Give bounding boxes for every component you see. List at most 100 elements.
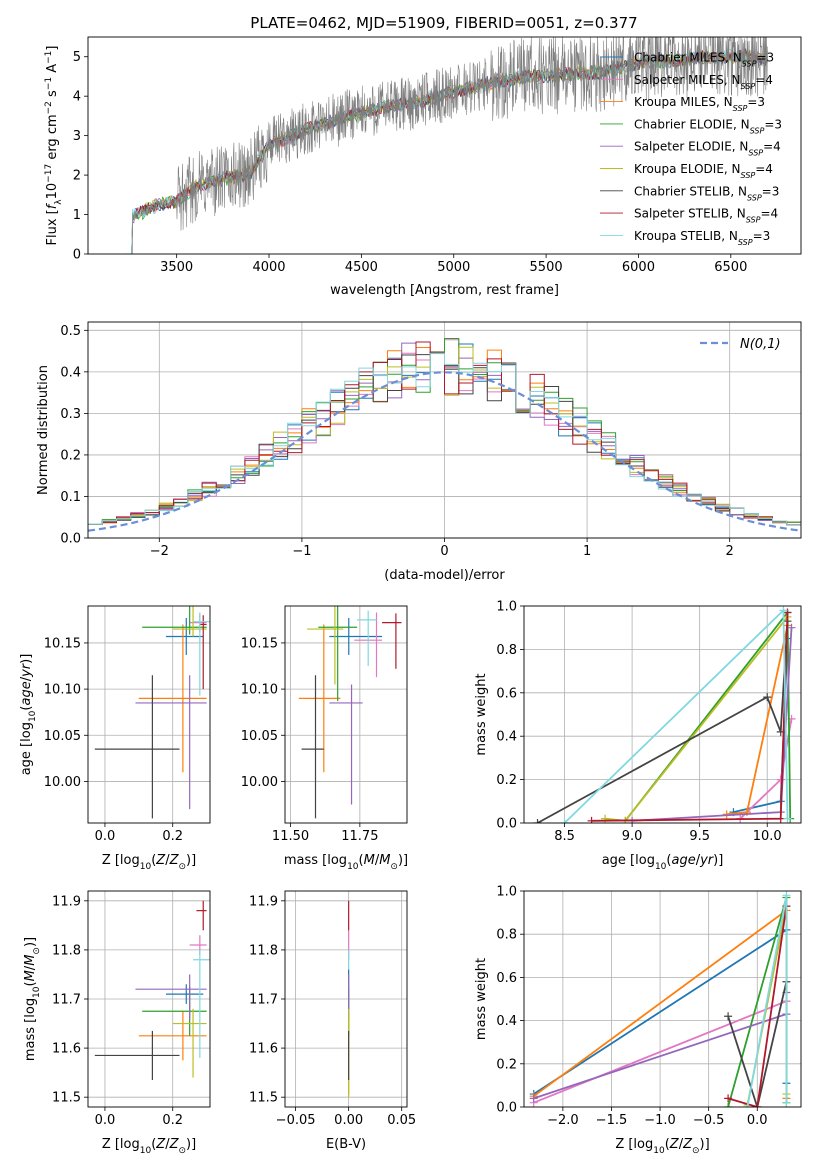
legend-label: Kroupa MILES, NSSP=3 [634, 95, 765, 113]
weight-line [591, 612, 789, 822]
x-tick-label: 0 [440, 544, 448, 559]
weight-line [746, 895, 788, 1107]
x-tick-label: 10.0 [753, 829, 782, 844]
axes: 8.5 9.0 9.5 10.0 0.0 0.2 0.4 0.6 0.8 1.0 [496, 600, 802, 844]
y-tick-label: 0.4 [60, 365, 81, 380]
age-vs-metallicity-panel: 0.0 0.2 10.00 10.05 10.10 10.15 Z [log10(Z/Z⊙)… [19, 605, 211, 872]
axes: 11.50 11.75 10.00 10.05 10.10 10.15 [241, 605, 408, 844]
legend: N(0,1) [700, 337, 781, 352]
x-tick-label: 1 [583, 544, 591, 559]
y-tick-label: 10.00 [44, 775, 81, 790]
axes: 3500 4000 4500 5000 5500 6000 6500 0 1 2 3 4 5 [73, 36, 802, 275]
weight-marker [782, 1098, 791, 1107]
weight-marker [533, 819, 542, 823]
y-tick-label: 11.5 [249, 1091, 278, 1106]
legend-label: Chabrier STELIB, NSSP=3 [634, 184, 779, 202]
weight-line [537, 621, 789, 823]
y-tick-label: 0.8 [496, 928, 517, 943]
y-tick-label: 10.15 [44, 636, 81, 651]
axes: −2 −1 0 1 2 0.0 0.1 0.2 0.3 0.4 0.5 [60, 321, 802, 559]
axes-frame [523, 605, 802, 824]
legend-label: Salpeter ELODIE, NSSP=4 [634, 140, 781, 158]
weight-marker [779, 606, 788, 615]
plot-area [88, 338, 801, 532]
x-tick-label: −1 [292, 544, 311, 559]
x-tick-label: 0.0 [747, 1113, 768, 1128]
y-tick-label: 2 [73, 169, 81, 184]
weight-marker [783, 608, 792, 617]
weight-marker [724, 1103, 733, 1107]
y-tick-label: 0.3 [60, 407, 81, 422]
y-tick-label: 11.8 [52, 943, 81, 958]
plot-area [529, 891, 791, 1107]
axes-frame [284, 890, 408, 1108]
x-tick-label: 0.05 [387, 1113, 416, 1128]
weight-marker [787, 623, 796, 632]
x-tick-label: −1.5 [596, 1113, 628, 1128]
x-tick-label: −1.0 [644, 1113, 676, 1128]
y-tick-label: 11.9 [249, 894, 278, 909]
axes-frame [87, 890, 211, 1108]
y-tick-label: 11.8 [249, 943, 278, 958]
weight-line [563, 608, 789, 823]
weight-marker [782, 891, 791, 900]
weight-marker [753, 1103, 762, 1107]
weight-line [533, 1000, 787, 1104]
y-tick-label: 11.5 [52, 1091, 81, 1106]
x-tick-label: −0.05 [276, 1113, 316, 1128]
y-axis-label: mass weight [474, 673, 489, 755]
y-tick-label: 11.7 [249, 993, 278, 1008]
x-tick-label: 3500 [160, 260, 193, 275]
x-tick-label: 11.75 [341, 829, 378, 844]
y-tick-label: 0 [73, 248, 81, 263]
axes: −2.0 −1.5 −1.0 −0.5 0.0 0.0 0.2 0.4 0.6 0.8 1.0 [496, 885, 802, 1128]
axes-frame [523, 890, 802, 1108]
mass-vs-metallicity-panel: 0.0 0.2 11.5 11.6 11.7 11.8 11.9 Z [log10(Z/Z⊙)… [23, 890, 211, 1156]
x-tick-label: 8.5 [554, 829, 575, 844]
axes: −0.05 0.00 0.05 11.5 11.6 11.7 11.8 11.9 [249, 890, 416, 1128]
y-axis-label: mass [log10(M/M⊙)] [23, 937, 42, 1061]
legend-label: N(0,1) [740, 337, 781, 352]
weight-line [727, 981, 788, 1107]
weight-marker [743, 1103, 752, 1107]
axes-frame [87, 605, 211, 824]
weight-vs-age-panel: 8.5 9.0 9.5 10.0 0.0 0.2 0.4 0.6 0.8 1.0 age [log1… [474, 600, 802, 872]
weight-marker [783, 814, 792, 823]
y-tick-label: 10.00 [241, 775, 278, 790]
x-tick-label: 2 [726, 544, 734, 559]
y-axis-label: Normed distribution [36, 365, 51, 495]
age-vs-mass-panel: 11.50 11.75 10.00 10.05 10.10 10.15 mass [log1… [241, 605, 408, 872]
weight-vs-metallicity-panel: −2.0 −1.5 −1.0 −0.5 0.0 0.0 0.2 0.4 0.6 0.8 1.0 Z [… [474, 885, 802, 1156]
weight-marker [587, 816, 596, 823]
plot-area [298, 606, 402, 819]
weight-marker [529, 1094, 538, 1103]
y-tick-label: 10.05 [241, 729, 278, 744]
x-axis-label: mass [log10(M/M⊙)] [284, 853, 408, 872]
x-axis-label: age [log10(age/yr)] [602, 853, 724, 872]
x-tick-label: 6500 [714, 260, 747, 275]
y-tick-label: 10.15 [241, 636, 278, 651]
weight-marker [724, 1094, 733, 1103]
y-tick-label: 0.4 [496, 730, 517, 745]
y-tick-label: 3 [73, 129, 81, 144]
y-tick-label: 4 [73, 90, 81, 105]
weight-line [727, 905, 788, 1107]
y-axis-label: mass weight [474, 958, 489, 1040]
observed-spectrum-line [124, 37, 768, 254]
x-tick-label: 9.0 [622, 829, 643, 844]
legend-label: Kroupa ELODIE, NSSP=4 [634, 162, 773, 180]
y-tick-label: 11.6 [249, 1042, 278, 1057]
y-tick-label: 0.0 [496, 1101, 517, 1116]
y-tick-label: 1.0 [496, 600, 517, 615]
axes: 0.0 0.2 10.00 10.05 10.10 10.15 [44, 605, 211, 844]
weight-marker [776, 814, 785, 823]
x-tick-label: −0.5 [693, 1113, 725, 1128]
x-tick-label: 5500 [530, 260, 563, 275]
axes: 0.0 0.2 11.5 11.6 11.7 11.8 11.9 [52, 890, 211, 1128]
y-tick-label: 0.6 [496, 971, 517, 986]
gaussian-curve [88, 371, 801, 532]
plot-area [94, 606, 210, 819]
residuals-panel: −2 −1 0 1 2 0.0 0.1 0.2 0.3 0.4 0.5 N(0,1) (data-mod… [36, 321, 802, 583]
y-tick-label: 0.4 [496, 1014, 517, 1029]
